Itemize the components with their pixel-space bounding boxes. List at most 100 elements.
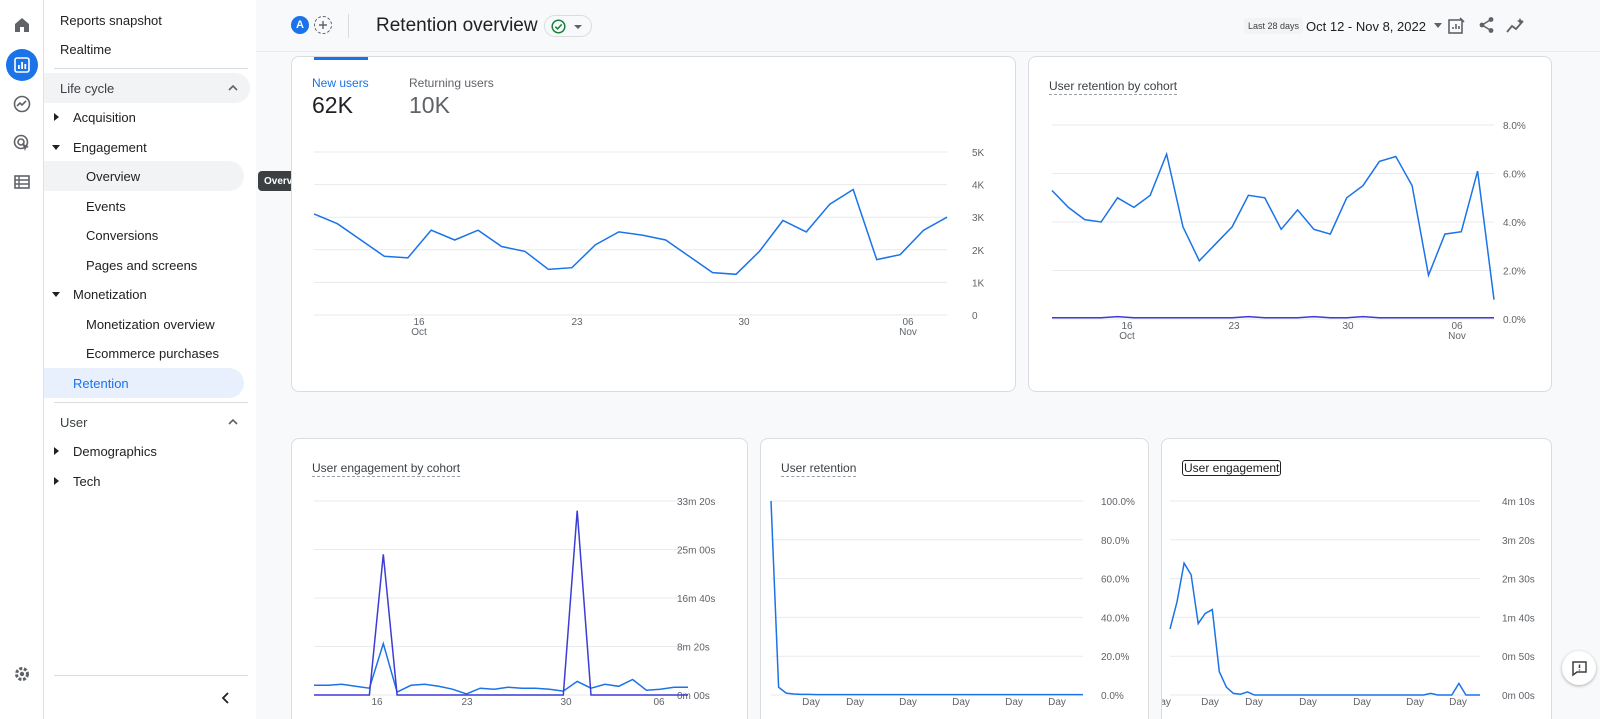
x-tick-label: Day: [802, 697, 820, 708]
y-tick-label: 2m 30s: [1502, 575, 1535, 586]
engagement-cohort-card: User engagement by cohort 33m 20s 25m 00s…: [291, 438, 748, 719]
engagement-chart: 4m 10s 3m 20s 2m 30s 1m 40s 0m 50s 0m 00s Day D…: [1162, 497, 1535, 708]
nav-label: Demographics: [73, 443, 157, 459]
sidebar-item-acquisition[interactable]: Acquisition: [44, 102, 250, 132]
y-tick-label: 0.0%: [1503, 315, 1526, 326]
collapse-sidebar-icon[interactable]: [220, 691, 230, 705]
x-tick-label: 23: [461, 697, 473, 708]
x-tick-sublabel: Nov: [1448, 331, 1466, 342]
y-tick-label: 0m 00s: [1502, 691, 1535, 702]
sidebar-item-monetization-overview[interactable]: Monetization overview: [86, 316, 215, 332]
sidebar-item-engagement[interactable]: Engagement: [44, 132, 250, 162]
divider: [348, 14, 349, 38]
nav-label: Monetization: [73, 286, 147, 302]
y-tick-label: 20.0%: [1101, 652, 1129, 663]
customize-report-icon[interactable]: [1448, 17, 1465, 34]
x-tick-sublabel: Oct: [411, 327, 427, 338]
y-tick-label: 6.0%: [1503, 170, 1526, 181]
sidebar-item-retention[interactable]: Retention: [44, 368, 244, 398]
feedback-button[interactable]: [1562, 651, 1596, 685]
x-tick-label: 30: [1342, 321, 1354, 332]
insights-icon[interactable]: [1506, 17, 1526, 34]
y-tick-label: 3K: [972, 213, 985, 224]
date-range-picker[interactable]: Oct 12 - Nov 8, 2022: [1306, 19, 1426, 34]
retention-card: User retention 100.0% 80.0% 60.0% 40.0% 20.0…: [760, 438, 1149, 719]
plus-icon: [319, 21, 327, 29]
y-tick-label: 0m 00s: [677, 691, 710, 702]
divider: [54, 68, 248, 69]
add-comparison-button[interactable]: [314, 16, 332, 34]
y-tick-label: 80.0%: [1101, 536, 1129, 547]
comparison-avatar[interactable]: A: [291, 16, 309, 34]
sidebar-item-monetization[interactable]: Monetization: [44, 279, 250, 309]
caret-right-icon: [54, 113, 59, 121]
x-tick-label: Day: [952, 697, 970, 708]
x-tick-label: Day: [1005, 697, 1023, 708]
caret-right-icon: [54, 447, 59, 455]
x-tick-label: 23: [571, 317, 583, 328]
report-status-button[interactable]: [544, 15, 592, 37]
tab-new-users[interactable]: New users: [312, 76, 369, 90]
series-line: [1051, 151, 1495, 300]
y-tick-label: 0: [972, 311, 978, 322]
y-tick-label: 60.0%: [1101, 575, 1129, 586]
reports-icon[interactable]: [6, 49, 38, 81]
series-line: [314, 640, 688, 695]
retention-chart: 100.0% 80.0% 60.0% 40.0% 20.0% 0.0% Day Day Day D…: [770, 497, 1135, 708]
x-tick-label: Day: [899, 697, 917, 708]
feedback-icon: [1571, 660, 1587, 676]
sidebar-item-demographics[interactable]: Demographics: [44, 436, 250, 466]
sidebar-nav: Reports snapshot Realtime Life cycle Acq…: [44, 0, 256, 719]
y-tick-label: 0.0%: [1101, 691, 1124, 702]
share-icon[interactable]: [1478, 16, 1495, 34]
section-header-lifecycle[interactable]: Life cycle: [44, 73, 250, 103]
y-tick-label: 16m 40s: [677, 594, 715, 605]
icon-rail: [0, 0, 44, 719]
dropdown-arrow-icon: [574, 25, 582, 29]
series-line: [313, 188, 948, 276]
x-tick-label: 23: [1228, 321, 1240, 332]
card-title[interactable]: User retention: [781, 461, 857, 477]
date-dropdown-icon[interactable]: [1434, 23, 1442, 28]
home-icon[interactable]: [6, 9, 38, 41]
check-circle-icon: [551, 19, 566, 34]
x-tick-label: 06: [902, 317, 914, 328]
configure-icon[interactable]: [6, 166, 38, 198]
card-title[interactable]: User retention by cohort: [1049, 79, 1178, 95]
series-line: [1052, 315, 1494, 319]
settings-icon[interactable]: [6, 658, 38, 690]
y-tick-label: 4K: [972, 181, 985, 192]
y-tick-label: 4m 10s: [1502, 497, 1535, 508]
x-tick-label: Day: [1299, 697, 1317, 708]
sidebar-item-tech[interactable]: Tech: [44, 466, 250, 496]
sidebar-item-events[interactable]: Events: [86, 198, 126, 214]
tab-returning-users[interactable]: Returning users: [409, 76, 494, 90]
sidebar-item-reports-snapshot[interactable]: Reports snapshot: [60, 12, 162, 28]
card-title[interactable]: User engagement: [1182, 460, 1282, 476]
x-tick-label: Day: [846, 697, 864, 708]
x-tick-label: Day: [1162, 697, 1171, 708]
sidebar-item-overview[interactable]: Overview: [44, 161, 244, 191]
x-tick-label: 30: [560, 697, 572, 708]
nav-label: Retention: [73, 375, 129, 391]
section-header-user[interactable]: User: [44, 407, 250, 437]
sidebar-item-pages-screens[interactable]: Pages and screens: [86, 257, 198, 273]
y-tick-label: 100.0%: [1101, 497, 1135, 508]
card-title[interactable]: User engagement by cohort: [312, 461, 461, 477]
x-tick-label: Day: [1048, 697, 1066, 708]
x-tick-label: 06: [653, 697, 665, 708]
caret-right-icon: [54, 477, 59, 485]
y-tick-label: 4.0%: [1503, 218, 1526, 229]
divider: [54, 402, 248, 403]
sidebar-item-realtime[interactable]: Realtime: [60, 41, 112, 57]
advertising-icon[interactable]: [6, 127, 38, 159]
y-tick-label: 8.0%: [1503, 121, 1526, 132]
divider: [54, 675, 248, 676]
sidebar-item-ecommerce[interactable]: Ecommerce purchases: [86, 345, 219, 361]
explore-icon[interactable]: [6, 88, 38, 120]
engagement-card: User engagement 4m 10s 3m 20s 2m 30s 1m 40s…: [1161, 438, 1552, 719]
series-line: [770, 500, 1083, 696]
sidebar-item-conversions[interactable]: Conversions: [86, 227, 159, 243]
date-range-badge: Last 28 days: [1244, 18, 1304, 34]
